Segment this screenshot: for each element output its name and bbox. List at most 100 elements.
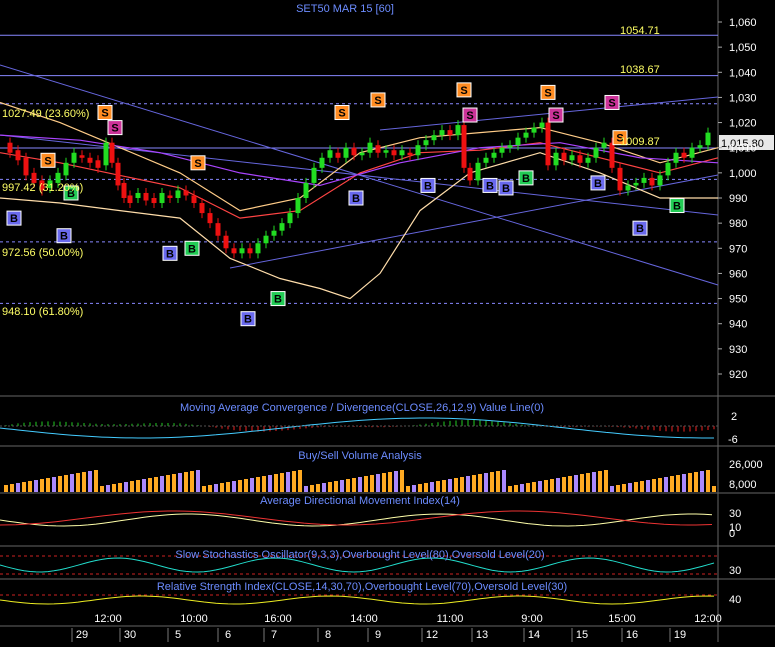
sell-signal-label: S [374, 95, 381, 107]
candle-body [351, 147, 357, 156]
price-axis-label: 970 [729, 243, 747, 255]
volume-bar [532, 482, 536, 492]
volume-bar [370, 475, 374, 492]
sell-signal-marker [456, 82, 472, 98]
volume-bar [64, 475, 68, 492]
fib-label-23: 1027.49 (23.60%) [2, 108, 89, 120]
volume-bar [226, 482, 230, 492]
candle-body [215, 223, 221, 236]
adx-axis-0: 0 [729, 528, 735, 540]
candle-body [399, 150, 405, 156]
volume-bar [376, 474, 380, 492]
candle-body [79, 155, 85, 158]
rsi-line [0, 595, 715, 605]
candle-body [423, 140, 429, 146]
candle-body [239, 248, 245, 254]
candle-body [523, 132, 529, 138]
sell-signal-label: S [460, 85, 467, 97]
volume-bar [640, 481, 644, 492]
volume-bar [28, 481, 32, 492]
candle-body [55, 172, 61, 183]
volume-bar [58, 476, 62, 492]
volume-bar [292, 471, 296, 492]
volume-bar [208, 485, 212, 492]
candle-body [673, 152, 679, 163]
volume-bar [274, 474, 278, 492]
candle-body [569, 155, 575, 161]
candle-body [617, 167, 623, 191]
candle-body [539, 122, 545, 128]
candle-body [303, 182, 309, 198]
volume-bar [172, 474, 176, 492]
volume-bar [190, 471, 194, 492]
volume-bar [244, 479, 248, 492]
level-label-1009: 1009.87 [620, 136, 660, 148]
volume-bar [460, 477, 464, 492]
time-axis-label: 11:00 [437, 613, 464, 625]
price-axis-label: 950 [729, 294, 747, 306]
candle-body [295, 198, 301, 214]
sell-signal-marker [334, 105, 350, 121]
adx-line [0, 513, 713, 527]
volume-bar [46, 478, 50, 492]
candle-body [367, 142, 373, 153]
volume-bar [586, 473, 590, 492]
volume-bar [250, 478, 254, 492]
volume-bar [514, 485, 518, 492]
candle-body [665, 162, 671, 176]
buy-signal-label: B [502, 183, 510, 195]
date-axis-label: 30 [124, 629, 136, 641]
volume-bar [688, 473, 692, 492]
volume-bar [268, 475, 272, 492]
candle-body [335, 152, 341, 158]
candle-body [545, 122, 551, 166]
candle-body [553, 152, 559, 166]
sell-signal-label: S [466, 110, 473, 122]
volume-bar [160, 476, 164, 492]
volume-bar [682, 474, 686, 492]
candle-body [359, 152, 365, 156]
volume-bar [448, 479, 452, 492]
candle-body [649, 177, 655, 186]
candle-body [23, 157, 29, 176]
volume-bar [130, 481, 134, 492]
sell-signal-marker [107, 120, 123, 136]
volume-bar [142, 479, 146, 492]
price-axis-label: 1,060 [729, 17, 757, 29]
volume-bar [124, 482, 128, 492]
volume-bar [442, 480, 446, 492]
price-axis-label: 960 [729, 268, 747, 280]
date-axis-label: 6 [225, 629, 231, 641]
time-axis-label: 12:00 [94, 613, 122, 625]
current-price-box [719, 135, 774, 150]
candle-body [255, 243, 261, 254]
volume-bar [52, 477, 56, 492]
candle-body [135, 192, 141, 198]
candle-body [279, 223, 285, 231]
volume-bar [598, 471, 602, 492]
macd-axis-bottom: -6 [728, 434, 738, 446]
date-axis-label: 9 [375, 629, 381, 641]
volume-bar [298, 470, 302, 492]
time-axis-label: 14:00 [350, 613, 378, 625]
price-axis-label: 1,020 [729, 118, 757, 130]
sell-signal-marker [40, 152, 56, 168]
volume-bar [412, 485, 416, 492]
candle-body [475, 162, 481, 181]
volume-bar [706, 470, 710, 492]
macd-line [0, 417, 714, 439]
fib-label-61: 948.10 (61.80%) [2, 306, 83, 318]
buy-signal-marker [56, 228, 72, 244]
candle-body [271, 230, 277, 236]
volume-bar [16, 483, 20, 492]
volume-bar [118, 483, 122, 492]
buy-signal-label: B [67, 188, 75, 200]
volume-bar [94, 470, 98, 492]
sell-signal-marker [370, 92, 386, 108]
sell-signal-marker [612, 130, 628, 146]
candle-body [31, 172, 37, 183]
candle-body [577, 155, 583, 163]
volume-bar [82, 472, 86, 492]
